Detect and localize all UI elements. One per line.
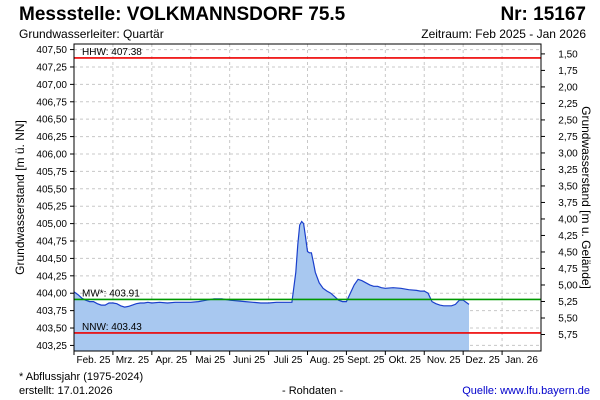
y-right-tick-16: 5,50 <box>558 313 578 324</box>
y-right-tick-1: 1,75 <box>558 66 578 77</box>
x-tick-2: Apr. 25 <box>155 355 187 366</box>
y-left-tick-7: 405,00 <box>36 219 67 230</box>
y-right-tick-7: 3,25 <box>558 165 578 176</box>
x-tick-11: Jan. 26 <box>505 355 538 366</box>
y-right-tick-5: 2,75 <box>558 132 578 143</box>
y-right-tick-2: 2,00 <box>558 82 578 93</box>
y-axis-right-label: Grundwasserstand [m u. Gelände] <box>579 106 593 289</box>
ref-label-2: NNW: 403.43 <box>82 322 142 333</box>
y-right-tick-12: 4,50 <box>558 247 578 258</box>
y-left-tick-16: 407,25 <box>36 62 67 73</box>
y-left-tick-1: 403,50 <box>36 324 67 335</box>
ref-label-1: MW*: 403.91 <box>82 288 140 299</box>
y-axis-right: 1,50 1,75 2,00 2,25 2,50 2,75 3,00 3,25 3,50 3,75… <box>541 49 578 341</box>
y-left-tick-0: 403,25 <box>36 341 67 352</box>
y-right-tick-10: 4,00 <box>558 214 578 225</box>
y-axis-left: 403,25 403,50 403,75 404,00 404,25 404,50 404,… <box>36 45 74 352</box>
y-right-tick-3: 2,25 <box>558 99 578 110</box>
y-left-tick-10: 405,75 <box>36 167 67 178</box>
y-left-tick-3: 404,00 <box>36 289 67 300</box>
y-left-tick-5: 404,50 <box>36 254 67 265</box>
y-right-tick-17: 5,75 <box>558 330 578 341</box>
raw-data-note: - Rohdaten - <box>282 385 344 397</box>
x-tick-7: Sept. 25 <box>347 355 385 366</box>
y-left-tick-9: 405,50 <box>36 184 67 195</box>
y-left-tick-17: 407,50 <box>36 45 67 56</box>
x-tick-4: Juni 25 <box>233 355 266 366</box>
x-tick-9: Nov. 25 <box>427 355 461 366</box>
y-left-tick-2: 403,75 <box>36 306 67 317</box>
x-tick-10: Dez. 25 <box>465 355 500 366</box>
x-tick-8: Okt. 25 <box>389 355 422 366</box>
x-axis: Feb. 25 Mrz. 25 Apr. 25 Mai 25 Juni 25 Juli 2… <box>73 351 538 366</box>
period-label: Zeitraum: Feb 2025 - Jan 2026 <box>421 27 586 41</box>
y-left-tick-4: 404,25 <box>36 271 67 282</box>
y-right-tick-4: 2,50 <box>558 115 578 126</box>
series-line <box>73 220 470 308</box>
y-left-tick-12: 406,25 <box>36 132 67 143</box>
y-right-tick-15: 5,25 <box>558 297 578 308</box>
x-tick-3: Mai 25 <box>195 355 225 366</box>
page-title: Messstelle: VOLKMANNSDORF 75.5 <box>19 4 346 25</box>
y-axis-left-label: Grundwasserstand [m ü. NN] <box>13 120 27 275</box>
source-link[interactable]: Quelle: www.lfu.bayern.de <box>462 385 590 397</box>
aquifer-label: Grundwasserleiter: Quartär <box>19 27 164 41</box>
x-tick-5: Juli 25 <box>274 355 303 366</box>
y-right-tick-0: 1,50 <box>558 49 578 60</box>
station-number: Nr: 15167 <box>500 4 586 25</box>
x-tick-0: Feb. 25 <box>76 355 110 366</box>
y-right-tick-13: 4,75 <box>558 264 578 275</box>
series-fill <box>74 221 470 351</box>
y-right-tick-9: 3,75 <box>558 198 578 209</box>
y-right-tick-14: 5,00 <box>558 280 578 291</box>
footnote: * Abflussjahr (1975-2024) <box>19 371 144 383</box>
y-right-tick-11: 4,25 <box>558 231 578 242</box>
ref-label-0: HHW: 407.38 <box>82 47 142 58</box>
y-left-tick-15: 407,00 <box>36 80 67 91</box>
y-left-tick-13: 406,50 <box>36 115 67 126</box>
created-date: erstellt: 17.01.2026 <box>19 385 113 397</box>
x-tick-1: Mrz. 25 <box>116 355 150 366</box>
reference-lines: HHW: 407.38 MW*: 403.91 NNW: 403.43 <box>74 47 541 334</box>
y-right-tick-6: 3,00 <box>558 148 578 159</box>
y-left-tick-11: 406,00 <box>36 149 67 160</box>
x-tick-6: Aug. 25 <box>310 355 345 366</box>
series-area <box>73 220 470 351</box>
y-left-tick-14: 406,75 <box>36 97 67 108</box>
y-left-tick-8: 405,25 <box>36 202 67 213</box>
y-right-tick-8: 3,50 <box>558 181 578 192</box>
y-left-tick-6: 404,75 <box>36 237 67 248</box>
